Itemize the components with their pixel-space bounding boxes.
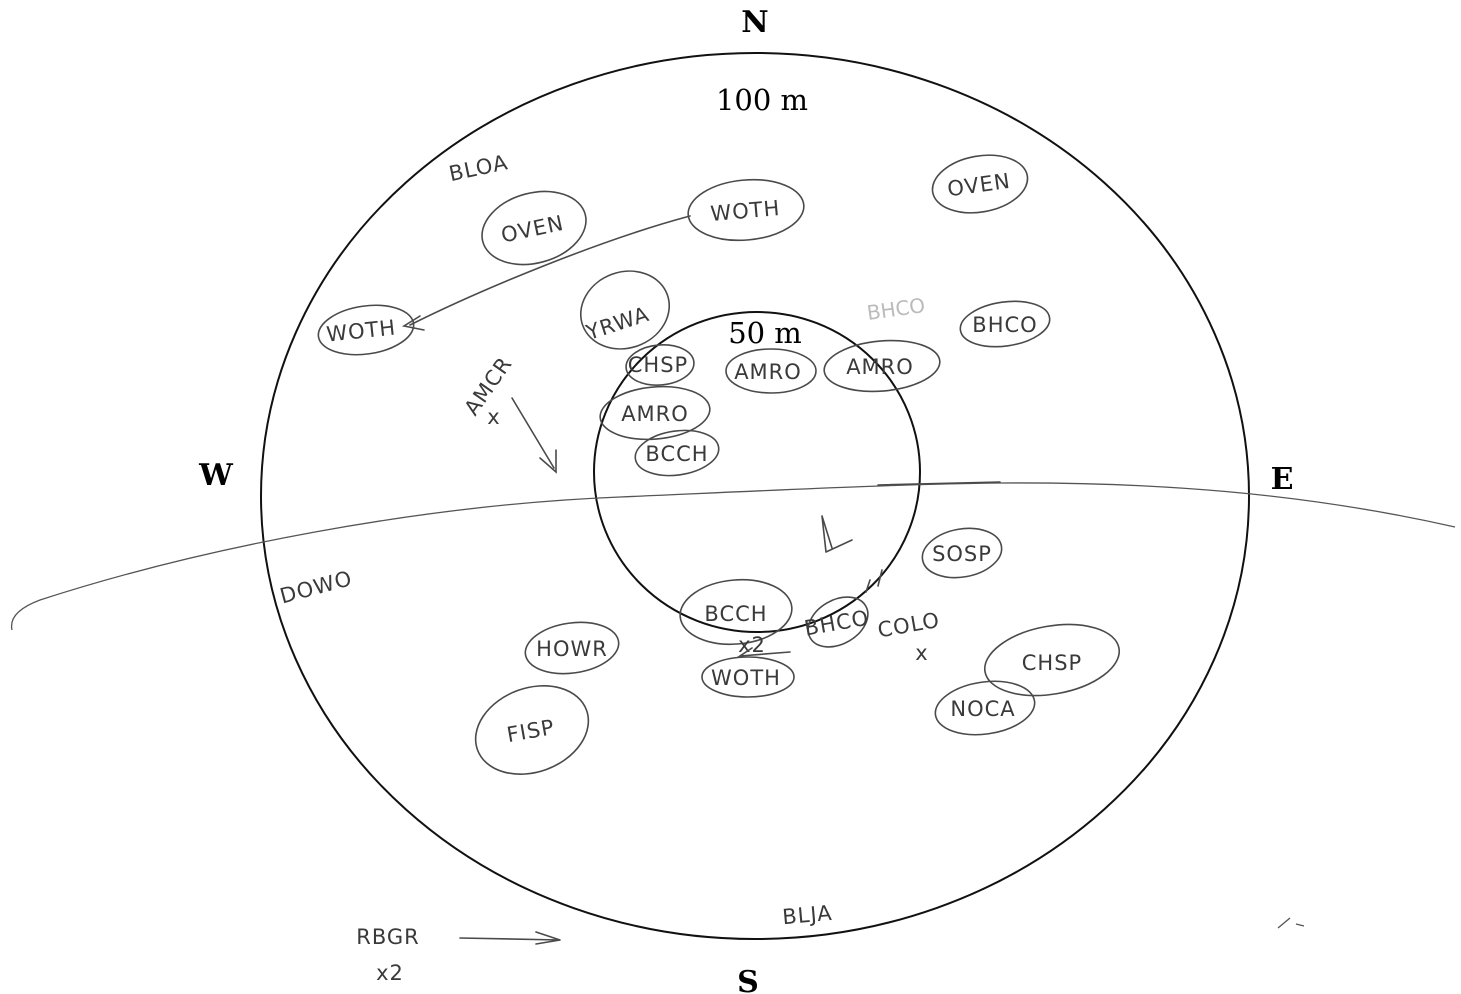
observation-yrwa: YRWA [582, 302, 652, 345]
observation-circle [481, 190, 587, 266]
observation-woth: WOTH [711, 666, 781, 690]
movement-arrow [736, 647, 791, 658]
observation-colo: COLO [876, 608, 942, 643]
inner-ring-50m [593, 311, 921, 633]
outer-ring-label: 100 m [716, 83, 808, 117]
movement-arrow [821, 515, 853, 553]
observation-rbgr: RBGR [356, 925, 420, 949]
inner-ring-label: 50 m [728, 316, 802, 350]
observation-fisp: FISP [505, 715, 557, 747]
observation-amro: AMRO [846, 355, 914, 379]
observation-circle [823, 339, 941, 393]
compass-west: W [198, 458, 234, 493]
observation-sosp: SOSP [932, 542, 992, 566]
observation-noca: NOCA [950, 697, 1015, 721]
observation-circle [931, 154, 1029, 214]
observation-bloa: BLOA [447, 150, 511, 186]
observation-bhco: BHCO [972, 313, 1037, 337]
faint-mark [1277, 917, 1305, 929]
observation-circle [579, 270, 671, 350]
compass-east: E [1271, 462, 1294, 497]
arrowhead [535, 931, 561, 945]
observation-circle [317, 304, 415, 356]
observation-woth: WOTH [325, 315, 397, 346]
compass-north: N [741, 5, 768, 40]
observation-circle [725, 348, 817, 394]
observation-circle [474, 685, 590, 775]
observation-bhco: BHCO [803, 606, 872, 641]
movement-line [409, 215, 691, 326]
observation-dowo: DOWO [277, 566, 355, 608]
observation-amcr-note: x [487, 405, 500, 429]
stream-line [10, 482, 1456, 631]
movement-arrow [459, 937, 561, 941]
outer-ring-100m [260, 52, 1250, 940]
observation-circle [679, 578, 793, 646]
movement-arrow [511, 397, 555, 469]
observation-circle [959, 300, 1051, 348]
erased-marking: BHCO [865, 293, 926, 325]
observation-oven: OVEN [946, 169, 1012, 202]
arrowhead [401, 315, 425, 331]
observation-howr: HOWR [536, 637, 608, 661]
observation-circle [524, 621, 620, 675]
observation-circle [921, 527, 1003, 579]
observation-rbgr-note: x2 [376, 961, 404, 985]
observation-amro: AMRO [734, 360, 802, 384]
observation-circle [634, 429, 720, 477]
compass-south: S [737, 965, 759, 994]
observation-circle [599, 385, 711, 441]
flight-mark [865, 569, 883, 593]
observation-circle [983, 623, 1121, 697]
observation-circle [934, 680, 1036, 736]
observation-oven: OVEN [499, 211, 566, 248]
observation-amro: AMRO [621, 402, 689, 426]
observation-circle [687, 178, 805, 242]
stream-overdraw [877, 481, 1001, 486]
observation-bcch: BCCH [704, 602, 767, 626]
observation-chsp: CHSP [1022, 651, 1082, 675]
observation-chsp: CHSP [628, 353, 688, 377]
observation-colo-note: x [915, 641, 928, 665]
observation-bcch: BCCH [645, 442, 708, 466]
observation-circle [625, 344, 695, 386]
observation-woth-note: x2 [738, 633, 766, 657]
observation-blja: BLJA [781, 901, 833, 929]
observation-woth: WOTH [710, 196, 782, 226]
observation-circle [701, 656, 795, 698]
arrowhead [539, 449, 557, 474]
observation-circle [807, 596, 869, 648]
